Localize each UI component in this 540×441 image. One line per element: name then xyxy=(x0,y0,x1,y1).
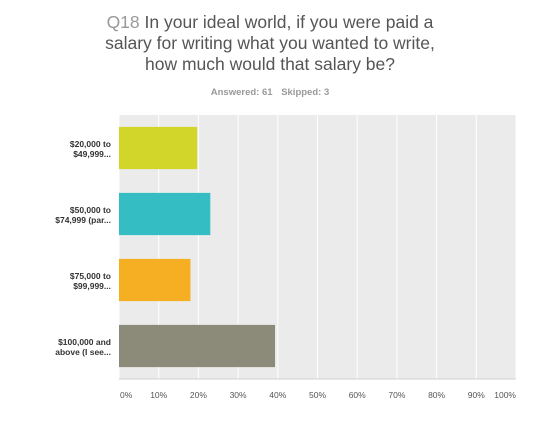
category-label-3: $75,000 to $99,999... xyxy=(70,271,111,291)
x-tick-label: 80% xyxy=(428,390,445,400)
category-label-line: $100,000 and xyxy=(58,337,111,347)
response-summary: Answered: 61 Skipped: 3 xyxy=(0,87,540,98)
x-tick-label: 100% xyxy=(494,390,516,400)
category-label-4: $100,000 and above (I see... xyxy=(55,337,111,357)
category-label-line: above (I see... xyxy=(55,347,111,357)
x-tick-labels: 0% 10% 20% 30% 40% 50% 60% 70% 80% 90% 100% xyxy=(120,390,516,400)
bar-3 xyxy=(119,258,191,302)
x-tick-label: 20% xyxy=(190,390,207,400)
category-label-line: $50,000 to xyxy=(70,205,111,215)
category-labels: $20,000 to $49,999... $50,000 to $74,999 (p… xyxy=(55,139,111,357)
answered-count: Answered: 61 xyxy=(210,87,273,98)
category-label-line: $99,999... xyxy=(73,281,111,291)
category-label-line: $20,000 to xyxy=(70,139,111,149)
skipped-count: Skipped: 3 xyxy=(281,87,330,98)
bars xyxy=(119,126,276,368)
question-title-line-1: Q18 In your ideal world, if you were pai… xyxy=(0,12,540,33)
category-label-line: $49,999... xyxy=(73,149,111,159)
category-label-2: $50,000 to $74,999 (par... xyxy=(55,205,111,225)
category-label-line: $75,000 to xyxy=(70,271,111,281)
x-tick-label: 0% xyxy=(120,390,133,400)
x-tick-label: 60% xyxy=(349,390,366,400)
question-title: Q18 In your ideal world, if you were pai… xyxy=(0,12,540,75)
category-label-1: $20,000 to $49,999... xyxy=(70,139,111,159)
bar-1 xyxy=(119,126,198,170)
question-title-line-3: how much would that salary be? xyxy=(145,54,395,74)
x-tick-label: 30% xyxy=(230,390,247,400)
bar-2 xyxy=(119,192,211,236)
category-label-line: $74,999 (par... xyxy=(55,215,111,225)
bar-4 xyxy=(119,324,276,368)
question-title-line-2: salary for writing what you wanted to wr… xyxy=(105,33,435,53)
x-tick-label: 10% xyxy=(150,390,167,400)
x-tick-label: 70% xyxy=(388,390,405,400)
x-tick-label: 40% xyxy=(269,390,286,400)
x-tick-label: 90% xyxy=(468,390,485,400)
question-title-text-1: In your ideal world, if you were paid a xyxy=(144,12,434,32)
question-number: Q18 xyxy=(106,12,140,32)
x-tick-label: 50% xyxy=(309,390,326,400)
